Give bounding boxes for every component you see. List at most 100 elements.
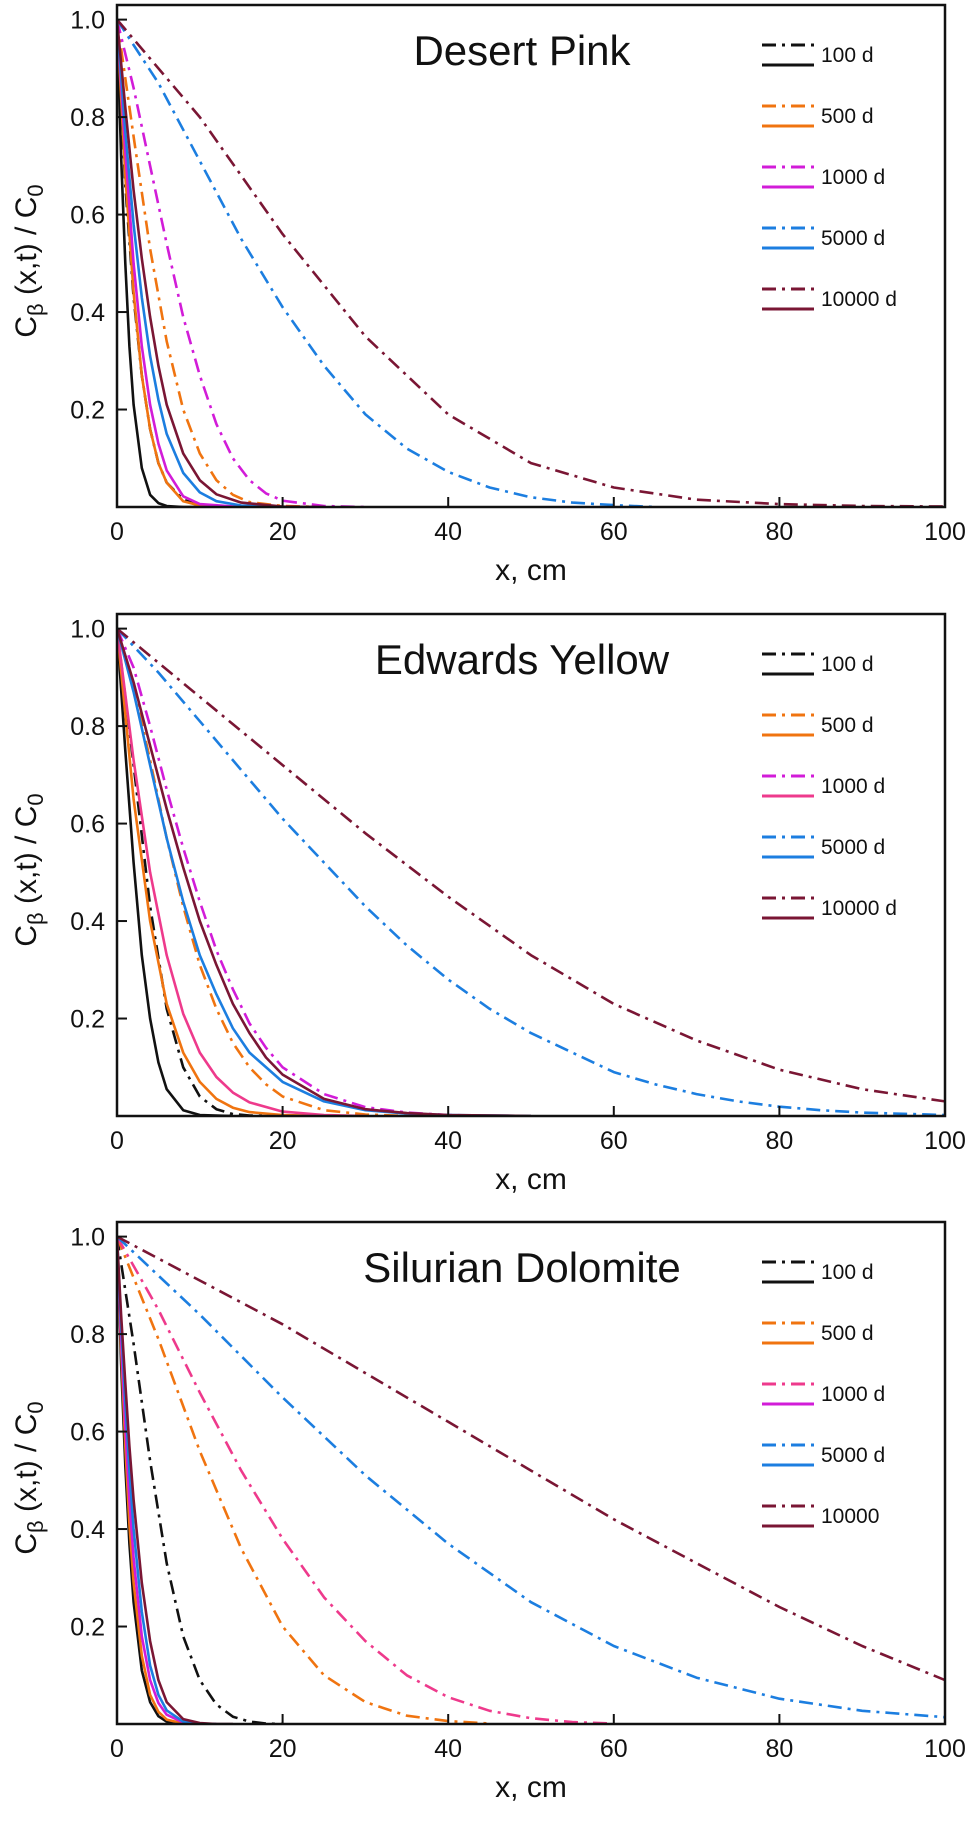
legend-label: 10000: [821, 1505, 879, 1528]
legend-label: 5000 d: [821, 1444, 885, 1467]
x-axis-label: x, cm: [495, 1163, 567, 1196]
y-label-subscript: 0: [23, 184, 48, 196]
series-line-1000-d-solid: [117, 19, 242, 507]
legend-label: 100 d: [821, 44, 874, 67]
x-tick-label: 60: [600, 1735, 628, 1763]
x-axis-label: x, cm: [495, 554, 567, 587]
legend-label: 1000 d: [821, 166, 885, 189]
chart-panel-3: 0 20 40 60 80 100 0.2 0.4 0.6 0.8 1.0 x, cm Cβ (x,t)…: [10, 1220, 966, 1804]
series-group: [117, 18, 945, 507]
series-group: [117, 1235, 945, 1724]
series-line-5000-d-dashdot: [117, 1235, 945, 1719]
series-line-10000-d-dashdot: [117, 627, 945, 1103]
series-line-1000-d-dashdot: [117, 628, 490, 1116]
y-axis-label: Cβ (x,t) / C0: [10, 184, 48, 337]
chart-title: Edwards Yellow: [375, 636, 670, 683]
x-tick-label: 80: [765, 518, 793, 546]
legend-label: 1000 d: [821, 775, 885, 798]
series-line-500-d-dashdot: [117, 1236, 490, 1724]
y-label-part: (x,t) / C: [10, 806, 43, 913]
chart-panel-1: 0 20 40 60 80 100 0.2 0.4 0.6 0.8 1.0 x, cm Cβ (x,t)…: [10, 3, 966, 587]
series-line-10000-d-solid: [117, 628, 532, 1116]
y-label-subscript: β: [23, 912, 48, 925]
legend-label: 500 d: [821, 714, 874, 737]
plot-frame: [115, 1220, 947, 1726]
x-tick-label: 60: [600, 518, 628, 546]
chart-panel-2: 0 20 40 60 80 100 0.2 0.4 0.6 0.8 1.0 x, cm Cβ (x,t)…: [10, 612, 966, 1196]
series-line-1000-d-dashdot: [117, 1235, 614, 1724]
legend-label: 100 d: [821, 653, 874, 676]
series-line-5000-d-solid: [117, 19, 283, 507]
x-tick-label: 0: [110, 518, 124, 546]
y-tick-label: 0.6: [70, 202, 105, 230]
y-tick-label: 0.2: [70, 397, 105, 425]
y-tick-label: 0.8: [70, 713, 105, 741]
x-tick-label: 100: [924, 1735, 966, 1763]
series-group: [117, 627, 945, 1116]
legend: 100 d 500 d 1000 d 5000 d 10000 d: [762, 43, 897, 311]
legend-label: 10000 d: [821, 897, 897, 920]
series-line-10000-d-dashdot: [117, 18, 945, 507]
y-tick-label: 0.8: [70, 104, 105, 132]
legend-label: 10000 d: [821, 288, 897, 311]
series-line-100-d-solid: [117, 19, 200, 507]
x-tick-label: 80: [765, 1735, 793, 1763]
x-tick-label: 80: [765, 1127, 793, 1155]
y-tick-label: 1.0: [70, 7, 105, 35]
y-tick-label: 0.2: [70, 1614, 105, 1642]
y-label-part: (x,t) / C: [10, 197, 43, 304]
y-label-subscript: β: [23, 303, 48, 316]
y-label-part: C: [10, 925, 43, 947]
legend: 100 d 500 d 1000 d 5000 d 10000 d: [762, 652, 897, 920]
chart-title: Desert Pink: [413, 27, 631, 74]
x-tick-label: 0: [110, 1735, 124, 1763]
legend-label: 5000 d: [821, 227, 885, 250]
plot-frame: [115, 3, 947, 509]
legend-label: 5000 d: [821, 836, 885, 859]
legend: 100 d 500 d 1000 d 5000 d 10000: [762, 1260, 885, 1528]
y-tick-label: 0.8: [70, 1321, 105, 1349]
series-line-10000-dashdot: [117, 1235, 945, 1682]
series-line-5000-d-dashdot: [117, 627, 945, 1116]
legend-label: 500 d: [821, 105, 874, 128]
x-tick-label: 40: [434, 518, 462, 546]
x-tick-label: 40: [434, 1127, 462, 1155]
plot-frame: [115, 612, 947, 1118]
series-line-1000-d-dashdot: [117, 19, 366, 507]
series-line-5000-d-dashdot: [117, 18, 656, 507]
x-tick-label: 60: [600, 1127, 628, 1155]
x-tick-label: 40: [434, 1735, 462, 1763]
x-tick-label: 100: [924, 1127, 966, 1155]
x-tick-label: 20: [269, 1127, 297, 1155]
y-tick-label: 0.4: [70, 908, 105, 936]
x-tick-label: 0: [110, 1127, 124, 1155]
y-tick-label: 1.0: [70, 616, 105, 644]
y-tick-label: 0.2: [70, 1006, 105, 1034]
series-line-500-d-solid: [117, 19, 242, 507]
y-axis-label: Cβ (x,t) / C0: [10, 1401, 48, 1554]
series-line-1000-d-solid: [117, 628, 366, 1116]
series-line-500-d-solid: [117, 628, 325, 1116]
y-label-part: (x,t) / C: [10, 1414, 43, 1521]
legend-label: 100 d: [821, 1261, 874, 1284]
y-tick-label: 0.4: [70, 299, 105, 327]
y-tick-label: 1.0: [70, 1224, 105, 1252]
chart-title: Silurian Dolomite: [363, 1244, 680, 1291]
legend-label: 500 d: [821, 1322, 874, 1345]
x-axis-label: x, cm: [495, 1771, 567, 1804]
x-tick-label: 20: [269, 1735, 297, 1763]
series-line-100-d-dashdot: [117, 1236, 283, 1724]
y-tick-label: 0.4: [70, 1516, 105, 1544]
series-line-100-d-dashdot: [117, 628, 283, 1116]
y-label-subscript: 0: [23, 793, 48, 805]
y-label-subscript: 0: [23, 1401, 48, 1413]
legend-label: 1000 d: [821, 1383, 885, 1406]
y-label-subscript: β: [23, 1520, 48, 1533]
y-label-part: C: [10, 316, 43, 338]
series-line-10000-d-solid: [117, 19, 325, 507]
x-tick-label: 100: [924, 518, 966, 546]
y-tick-label: 0.6: [70, 811, 105, 839]
x-tick-label: 20: [269, 518, 297, 546]
y-axis-label: Cβ (x,t) / C0: [10, 793, 48, 946]
